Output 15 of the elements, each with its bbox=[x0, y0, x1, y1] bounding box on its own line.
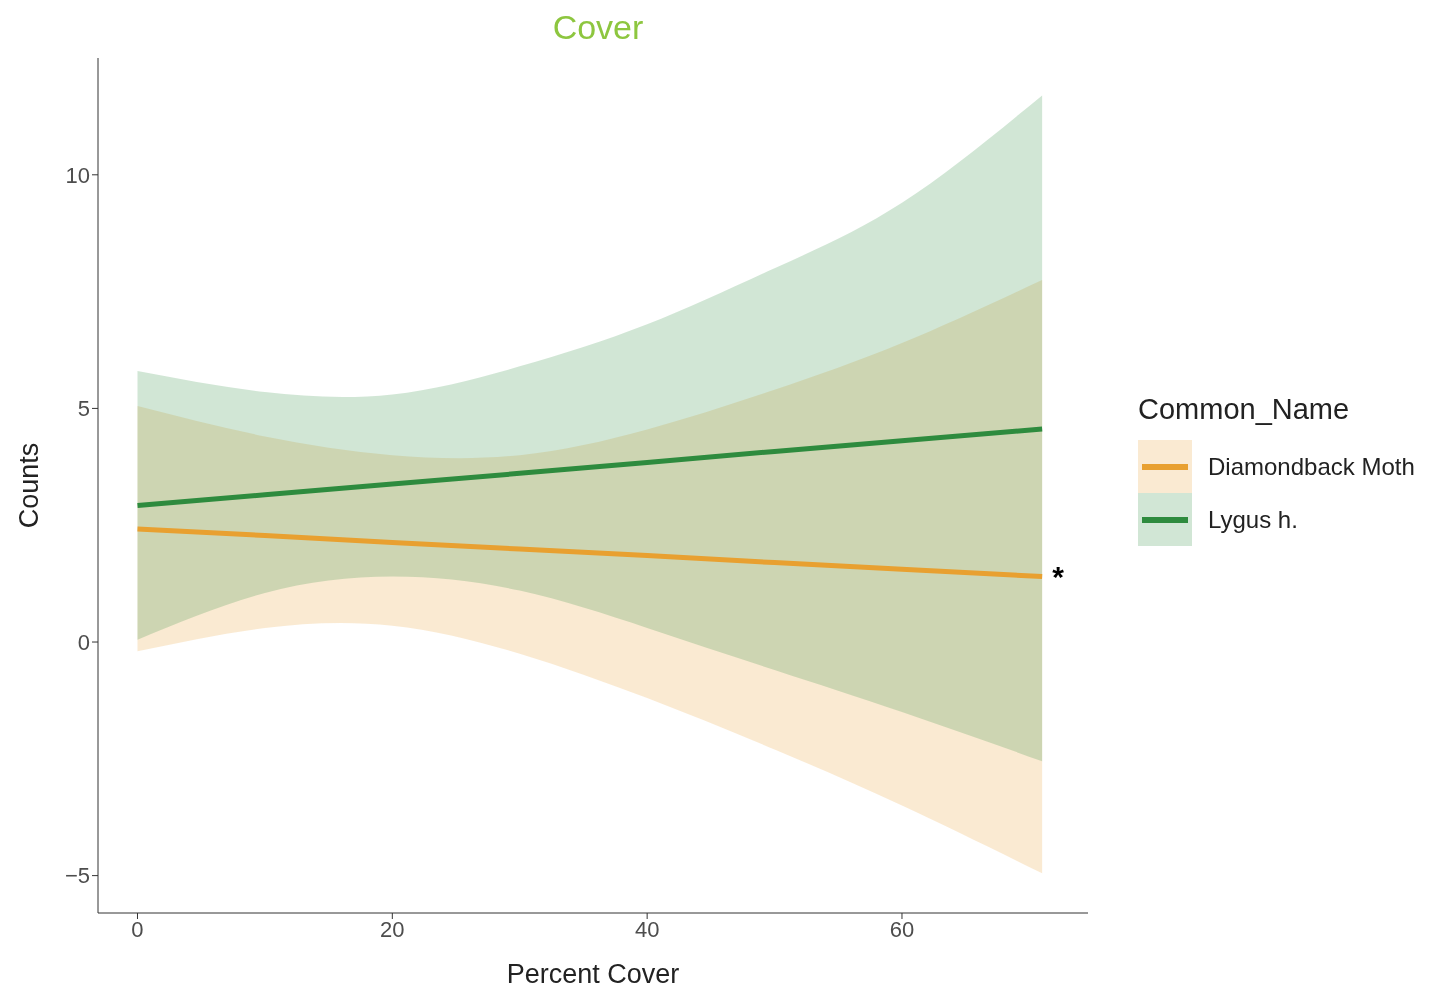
annotation: * bbox=[1052, 560, 1065, 594]
y-tick-label: 5 bbox=[77, 396, 90, 422]
y-tick-label: 10 bbox=[65, 162, 90, 188]
y-tick-label: 0 bbox=[77, 629, 90, 655]
x-tick-label: 20 bbox=[380, 916, 405, 942]
legend-title: Common_Name bbox=[1138, 393, 1351, 426]
legend-label: Diamondback Moth bbox=[1208, 452, 1415, 481]
x-tick-label: 60 bbox=[889, 916, 915, 942]
y-axis-title: Counts bbox=[13, 442, 44, 529]
x-tick-label: 40 bbox=[634, 916, 660, 942]
x-tick-label: 0 bbox=[131, 916, 144, 942]
y-tick-label: −5 bbox=[64, 863, 90, 889]
x-axis-title: Percent Cover bbox=[506, 959, 680, 989]
chart-title: Cover bbox=[551, 8, 645, 47]
legend-label: Lygus h. bbox=[1208, 505, 1298, 534]
